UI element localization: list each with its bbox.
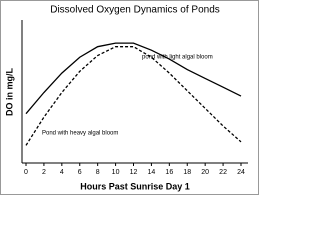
chart-title: Dissolved Oxygen Dynamics of Ponds	[50, 5, 220, 16]
x-tick-label: 0	[24, 169, 28, 176]
x-tick-label: 16	[165, 169, 173, 176]
series-line	[25, 42, 242, 115]
y-axis-label: DO in mg/L	[4, 68, 14, 116]
chart: Dissolved Oxygen Dynamics of Ponds Hours…	[0, 0, 259, 195]
x-tick-label: 4	[60, 169, 64, 176]
x-tick-label: 2	[42, 169, 46, 176]
annotation: Pond with heavy algal bloom	[42, 131, 118, 137]
x-tick-label: 14	[148, 169, 156, 176]
x-tick-label: 8	[96, 169, 100, 176]
x-tick-label: 18	[183, 169, 191, 176]
page: {"chart_data": {"type": "line", "title":…	[0, 0, 259, 195]
x-axis-label: Hours Past Sunrise Day 1	[80, 181, 190, 191]
annotation: pond with light algal bloom	[142, 55, 213, 61]
x-tick-label: 24	[237, 169, 245, 176]
x-tick-label: 6	[78, 169, 82, 176]
frame	[0, 0, 259, 195]
x-tick-label: 10	[112, 169, 120, 176]
x-tick-label: 12	[130, 169, 138, 176]
x-tick-label: 20	[201, 169, 209, 176]
x-tick-label: 22	[219, 169, 227, 176]
